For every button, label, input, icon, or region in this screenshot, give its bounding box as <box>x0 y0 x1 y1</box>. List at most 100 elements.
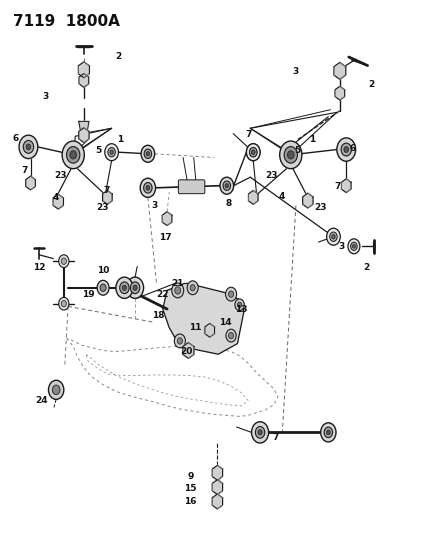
Text: 9: 9 <box>187 472 194 481</box>
Circle shape <box>226 329 236 342</box>
Circle shape <box>321 423 336 442</box>
Circle shape <box>144 149 152 158</box>
Text: 2: 2 <box>369 79 375 88</box>
Polygon shape <box>79 128 89 143</box>
Polygon shape <box>342 179 351 192</box>
Text: 10: 10 <box>97 266 109 274</box>
Circle shape <box>252 422 269 443</box>
Text: 18: 18 <box>152 311 165 320</box>
Circle shape <box>59 255 69 268</box>
Circle shape <box>127 277 144 298</box>
Circle shape <box>252 150 255 155</box>
Circle shape <box>172 283 184 298</box>
Circle shape <box>284 147 297 163</box>
Text: 3: 3 <box>339 243 345 252</box>
Circle shape <box>344 147 348 152</box>
Text: 22: 22 <box>157 289 169 298</box>
Polygon shape <box>26 176 36 190</box>
Circle shape <box>120 282 129 294</box>
Circle shape <box>100 284 106 292</box>
Text: 21: 21 <box>172 279 184 288</box>
FancyBboxPatch shape <box>178 180 205 193</box>
Circle shape <box>70 151 77 159</box>
Text: 7: 7 <box>103 186 110 195</box>
Circle shape <box>177 338 182 344</box>
Text: 7: 7 <box>245 130 251 139</box>
Text: 20: 20 <box>180 347 193 356</box>
Polygon shape <box>162 212 172 225</box>
Circle shape <box>175 287 181 294</box>
Circle shape <box>140 178 155 197</box>
Text: 3: 3 <box>151 201 158 211</box>
Circle shape <box>229 333 234 339</box>
Polygon shape <box>334 62 346 79</box>
Text: 7: 7 <box>21 166 27 175</box>
Text: 2: 2 <box>115 52 121 61</box>
Circle shape <box>352 245 355 248</box>
Circle shape <box>341 143 351 156</box>
Circle shape <box>174 334 185 348</box>
Text: 7: 7 <box>273 433 279 442</box>
Circle shape <box>235 299 244 311</box>
Circle shape <box>105 144 119 161</box>
Circle shape <box>144 183 152 193</box>
Circle shape <box>220 177 234 194</box>
Text: 1: 1 <box>309 135 315 144</box>
Circle shape <box>133 285 137 290</box>
Circle shape <box>332 235 335 239</box>
Circle shape <box>250 148 257 157</box>
Text: 23: 23 <box>265 171 278 180</box>
Polygon shape <box>205 324 214 337</box>
Circle shape <box>324 427 333 438</box>
Circle shape <box>247 144 260 161</box>
Circle shape <box>97 280 109 295</box>
Text: 5: 5 <box>294 146 300 155</box>
Polygon shape <box>103 190 112 204</box>
Polygon shape <box>79 74 89 87</box>
Text: 4: 4 <box>53 193 59 202</box>
Text: 17: 17 <box>159 233 171 242</box>
Text: 2: 2 <box>364 263 370 272</box>
Text: 23: 23 <box>54 171 67 180</box>
Polygon shape <box>53 194 63 209</box>
Circle shape <box>337 138 356 161</box>
Text: 14: 14 <box>219 318 232 327</box>
Text: 7: 7 <box>335 182 341 191</box>
Circle shape <box>280 141 302 168</box>
Circle shape <box>141 146 155 163</box>
Circle shape <box>108 148 116 157</box>
Polygon shape <box>79 122 89 131</box>
Circle shape <box>146 152 149 156</box>
Circle shape <box>146 185 150 190</box>
Circle shape <box>238 302 242 308</box>
Circle shape <box>327 430 330 435</box>
Circle shape <box>252 150 255 155</box>
Circle shape <box>19 135 38 159</box>
Text: 15: 15 <box>184 484 197 493</box>
Circle shape <box>52 385 60 394</box>
Polygon shape <box>212 494 223 509</box>
Circle shape <box>327 228 340 245</box>
Circle shape <box>26 144 31 150</box>
Text: 5: 5 <box>96 146 102 155</box>
Polygon shape <box>78 62 89 78</box>
Polygon shape <box>335 86 345 100</box>
Text: 8: 8 <box>226 199 232 208</box>
Circle shape <box>256 426 265 438</box>
Polygon shape <box>212 465 223 480</box>
Text: 12: 12 <box>33 263 45 272</box>
Circle shape <box>258 430 262 435</box>
Circle shape <box>348 239 360 254</box>
Text: 11: 11 <box>189 323 201 332</box>
Text: 3: 3 <box>292 68 298 76</box>
Polygon shape <box>183 343 194 359</box>
Circle shape <box>330 232 337 241</box>
Circle shape <box>67 147 80 163</box>
Text: 24: 24 <box>35 396 48 405</box>
Circle shape <box>62 141 84 168</box>
Text: 6: 6 <box>12 134 19 143</box>
Circle shape <box>226 287 237 301</box>
Circle shape <box>131 282 140 294</box>
Circle shape <box>23 141 33 154</box>
Circle shape <box>351 242 357 251</box>
